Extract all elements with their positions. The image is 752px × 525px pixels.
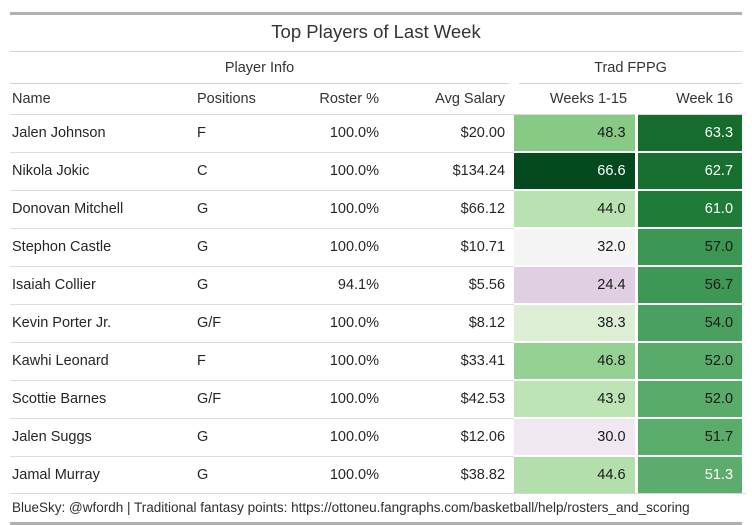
player-roster-pct: 94.1%: [284, 265, 388, 304]
player-roster-pct: 100.0%: [284, 189, 388, 228]
table-row: Jalen Suggs G 100.0% $12.06 30.0 51.7: [10, 417, 743, 456]
weeks-1-15-cell: 48.3: [514, 114, 637, 152]
player-roster-pct: 100.0%: [284, 227, 388, 266]
week-16-cell: 52.0: [634, 341, 743, 380]
player-positions: F: [197, 125, 206, 142]
player-roster-pct: 100.0%: [284, 341, 388, 380]
player-avg-salary: $66.12: [388, 189, 515, 228]
player-name: Kawhi Leonard: [10, 341, 192, 380]
column-header-week-16: Week 16: [636, 84, 743, 115]
player-positions: G: [192, 189, 284, 228]
player-name: Jamal Murray: [10, 455, 192, 493]
player-name: Jalen Johnson: [12, 125, 106, 142]
week-16-cell: 52.0: [634, 379, 743, 418]
player-name: Isaiah Collier: [10, 265, 192, 304]
column-header-weeks-1-15: Weeks 1-15: [514, 84, 637, 115]
table-row: Kevin Porter Jr. G/F 100.0% $8.12 38.3 5…: [10, 303, 743, 342]
table-row: Isaiah Collier G 94.1% $5.56 24.4 56.7: [10, 265, 743, 304]
table-row: Stephon Castle G 100.0% $10.71 32.0 57.0: [10, 227, 743, 266]
table-row: Donovan Mitchell G 100.0% $66.12 44.0 61…: [10, 189, 743, 228]
player-avg-salary: $20.00: [460, 125, 506, 142]
week-16-cell: 51.7: [634, 417, 743, 456]
week-16-cell: 51.3: [634, 455, 743, 493]
player-name: Kevin Porter Jr.: [10, 303, 192, 342]
week-16-cell: 62.7: [634, 151, 743, 190]
player-roster-pct: 100.0%: [329, 125, 379, 142]
week-16-cell: 56.7: [634, 265, 743, 304]
player-roster-pct: 100.0%: [284, 151, 388, 190]
table-row: Scottie Barnes G/F 100.0% $42.53 43.9 52…: [10, 379, 743, 418]
player-avg-salary: $42.53: [388, 379, 515, 418]
player-positions: G/F: [192, 379, 284, 418]
player-name: Stephon Castle: [10, 227, 192, 266]
player-name: Jalen Suggs: [10, 417, 192, 456]
player-positions: C: [192, 151, 284, 190]
player-avg-salary: $33.41: [388, 341, 515, 380]
table-row: Nikola Jokic C 100.0% $134.24 66.6 62.7: [10, 151, 743, 190]
weeks-1-15-cell: 66.6: [514, 151, 637, 190]
player-name: Scottie Barnes: [10, 379, 192, 418]
player-positions: G: [192, 417, 284, 456]
column-group-row: Player Info Trad FPPG: [10, 52, 743, 84]
source-note: BlueSky: @wfordh | Traditional fantasy p…: [10, 493, 746, 522]
week-16-cell: 54.0: [634, 303, 743, 342]
players-table: Player Info Trad FPPG Name Positions Ros…: [10, 52, 743, 493]
week-16-cell: 57.0: [634, 227, 743, 266]
player-roster-pct: 100.0%: [284, 455, 388, 493]
weeks-1-15-cell: 24.4: [514, 265, 637, 304]
table-row: Jalen Johnson F 100.0% $20.00 48.3 63.3: [10, 114, 743, 152]
table-body: Jalen Johnson F 100.0% $20.00 48.3 63.3 …: [10, 114, 743, 493]
top-rule: [10, 12, 742, 15]
week-16-cell: 61.0: [634, 189, 743, 228]
table-row: Jamal Murray G 100.0% $38.82 44.6 51.3: [10, 455, 743, 493]
column-group-label: Player Info: [10, 52, 510, 84]
player-positions: G: [192, 227, 284, 266]
player-avg-salary: $5.56: [388, 265, 515, 304]
column-header-name: Name: [10, 84, 192, 115]
player-avg-salary: $12.06: [388, 417, 515, 456]
table-header: Player Info Trad FPPG Name Positions Ros…: [10, 52, 743, 115]
weeks-1-15-cell: 30.0: [514, 417, 637, 456]
weeks-1-15-cell: 44.0: [514, 189, 637, 228]
player-positions: G: [192, 455, 284, 493]
column-group-trad-fppg: Trad FPPG: [514, 52, 743, 84]
weeks-1-15-cell: 44.6: [514, 455, 637, 493]
player-roster-pct: 100.0%: [284, 303, 388, 342]
weeks-1-15-cell: 43.9: [514, 379, 637, 418]
player-name: Nikola Jokic: [10, 151, 192, 190]
column-group-player-info: Player Info: [10, 52, 514, 84]
player-avg-salary: $8.12: [388, 303, 515, 342]
weeks-1-15-cell: 38.3: [514, 303, 637, 342]
column-header-row: Name Positions Roster % Avg Salary Weeks…: [10, 84, 743, 115]
player-avg-salary: $134.24: [388, 151, 515, 190]
player-avg-salary: $10.71: [388, 227, 515, 266]
column-header-roster-pct: Roster %: [284, 84, 388, 115]
player-name: Donovan Mitchell: [10, 189, 192, 228]
column-header-avg-salary: Avg Salary: [388, 84, 515, 115]
table-row: Kawhi Leonard F 100.0% $33.41 46.8 52.0: [10, 341, 743, 380]
weeks-1-15-cell: 32.0: [514, 227, 637, 266]
player-positions: G: [192, 265, 284, 304]
weeks-1-15-cell: 46.8: [514, 341, 637, 380]
column-header-positions: Positions: [192, 84, 284, 115]
player-avg-salary: $38.82: [388, 455, 515, 493]
page-title: Top Players of Last Week: [10, 15, 742, 52]
week-16-cell: 63.3: [634, 114, 743, 152]
player-roster-pct: 100.0%: [284, 379, 388, 418]
player-positions: F: [192, 341, 284, 380]
player-roster-pct: 100.0%: [284, 417, 388, 456]
column-group-label: Trad FPPG: [519, 52, 743, 84]
player-positions: G/F: [192, 303, 284, 342]
